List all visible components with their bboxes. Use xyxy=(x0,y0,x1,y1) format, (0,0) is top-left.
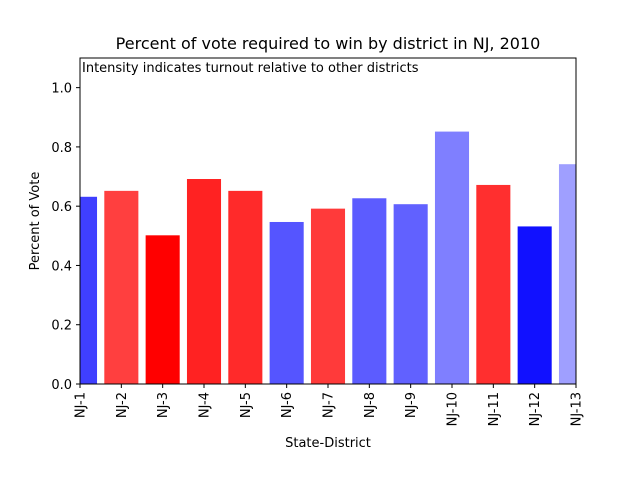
y-axis-label: Percent of Vote xyxy=(28,172,43,271)
x-tick-label: NJ-9 xyxy=(404,392,419,418)
bar-nj-2 xyxy=(104,190,139,384)
y-tick-label: 0.4 xyxy=(51,259,72,274)
x-axis-label: State-District xyxy=(285,436,371,451)
x-tick-label: NJ-8 xyxy=(363,392,378,418)
chart-subtitle: Intensity indicates turnout relative to … xyxy=(82,61,419,76)
x-tick-label: NJ-6 xyxy=(280,392,295,418)
bar-nj-5 xyxy=(228,190,263,384)
bar-nj-11 xyxy=(476,184,511,384)
x-tick-label: NJ-3 xyxy=(156,392,171,418)
x-tick-label: NJ-5 xyxy=(239,392,254,418)
x-tick-label: NJ-11 xyxy=(487,392,502,426)
x-tick-label: NJ-12 xyxy=(528,392,543,426)
bar-nj-9 xyxy=(393,204,428,384)
y-tick-label: 0.6 xyxy=(51,200,72,215)
bar-nj-1 xyxy=(80,196,98,384)
y-tick-label: 0.8 xyxy=(51,141,72,156)
bar-nj-7 xyxy=(310,208,346,384)
bar-nj-12 xyxy=(517,226,552,384)
y-tick-label: 0.2 xyxy=(51,319,72,334)
y-tick-label: 0.0 xyxy=(51,378,72,393)
x-tick-label: NJ-1 xyxy=(74,392,89,418)
bar-nj-4 xyxy=(186,179,222,384)
bars-group xyxy=(80,131,576,384)
x-axis: NJ-1 NJ-2 NJ-3 NJ-4 NJ-5 NJ-6 NJ-7 NJ-8 NJ-9 NJ-1… xyxy=(74,384,585,426)
x-tick-label: NJ-7 xyxy=(322,392,337,418)
chart-title: Percent of vote required to win by distr… xyxy=(116,34,541,53)
x-tick-label: NJ-13 xyxy=(570,392,585,426)
bar-nj-13 xyxy=(558,164,576,384)
bar-nj-6 xyxy=(269,221,304,384)
bar-nj-10 xyxy=(434,131,470,384)
y-tick-label: 1.0 xyxy=(51,82,72,97)
bar-nj-3 xyxy=(145,235,180,384)
plot-area xyxy=(79,57,577,385)
x-tick-label: NJ-10 xyxy=(446,392,461,426)
x-tick-label: NJ-2 xyxy=(115,392,130,418)
y-axis: 0.0 0.2 0.4 0.6 0.8 1.0 xyxy=(51,82,80,393)
x-tick-label: NJ-4 xyxy=(198,392,213,418)
bar-nj-8 xyxy=(352,198,387,384)
